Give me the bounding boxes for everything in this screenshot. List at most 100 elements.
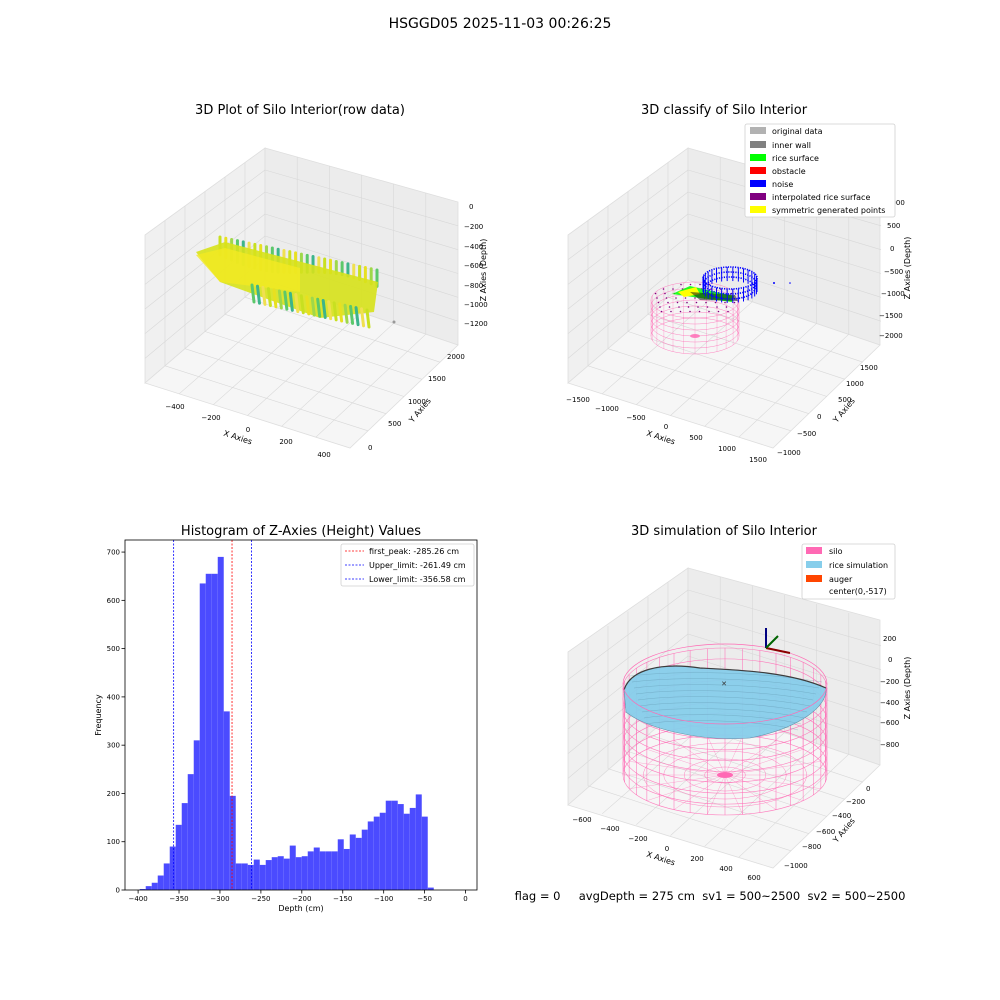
- plot2-z-tick: −1000: [881, 290, 905, 298]
- grid-line: [687, 589, 882, 647]
- scan-column-front: [283, 290, 289, 311]
- plot2-z-label: Z Axies (Depth): [903, 237, 912, 300]
- y-tick-label: 100: [107, 838, 120, 846]
- plot4-pane-floor: [567, 699, 881, 869]
- histogram-axes-frame: [124, 539, 478, 891]
- silo-floor-spoke: [673, 740, 726, 776]
- interpolated-point: [680, 283, 682, 286]
- plot1-z-tick: −800: [464, 282, 483, 290]
- interpolated-point: [654, 292, 657, 295]
- y-tick-label: 600: [107, 597, 120, 605]
- plot1-z-tick: 0: [469, 203, 473, 211]
- histogram-bar: [343, 848, 350, 890]
- plot1-z-label: Z Axies (Depth): [479, 239, 488, 302]
- plot2-z-tick: −2000: [879, 332, 903, 340]
- plot4-x-tick: −400: [600, 825, 619, 833]
- histogram-bar: [283, 858, 290, 890]
- plot4-y-tick: 0: [866, 785, 870, 793]
- silo-floor-spoke: [724, 761, 821, 776]
- silo-bottom-center: [690, 334, 700, 338]
- plot1-z-tick-labels: 0 −200 −400 −600 −800 −1000 −1200: [464, 203, 488, 328]
- histogram-bar: [367, 821, 374, 890]
- silo-floor-spoke: [724, 774, 821, 789]
- interpolated-point: [717, 310, 720, 313]
- plot1-x-tick: −400: [165, 403, 184, 411]
- y-tick-label: 400: [107, 693, 120, 701]
- legend-label-original: original data: [772, 127, 823, 136]
- plot1-y-tick: 1000: [408, 398, 426, 406]
- interpolated-point: [708, 310, 710, 313]
- plot1-z-tick: −1200: [464, 320, 488, 328]
- legend-label-inner-wall: inner wall: [772, 141, 811, 150]
- scan-column-front: [261, 285, 267, 306]
- histogram-bar: [301, 856, 308, 890]
- legend-label-upper-limit: Upper_limit: -261.49 cm: [369, 561, 466, 570]
- histogram-bar: [217, 556, 224, 890]
- interpolated-point: [698, 310, 701, 313]
- plot4-x-tick: 400: [719, 865, 732, 873]
- histogram-bar: [139, 889, 146, 890]
- histogram-y-label: Frequency: [94, 694, 103, 736]
- interpolated-point: [733, 301, 736, 304]
- histogram-legend-frame: [340, 543, 475, 587]
- histogram-bar: [199, 583, 206, 890]
- histogram-y-ticks: 0 100 200 300 400 500 600 700: [107, 549, 125, 895]
- y-tick-label: 700: [107, 549, 120, 557]
- histogram-bar: [403, 813, 410, 890]
- histogram-bar: [397, 804, 404, 890]
- plot2-legend-frame: [744, 123, 896, 218]
- legend-label-first-peak: first_peak: -285.26 cm: [369, 547, 459, 556]
- x-tick-label: 0: [463, 895, 467, 903]
- status-footer: flag = 0 avgDepth = 275 cm sv1 = 500~250…: [514, 889, 906, 903]
- histogram-bar: [235, 863, 242, 890]
- legend-swatch-interpolated: [750, 193, 766, 200]
- legend-swatch-original: [750, 127, 766, 134]
- plot1-x-tick: 0: [246, 426, 250, 434]
- histogram-bar: [145, 886, 152, 890]
- plot1-z-tick: −1000: [464, 301, 488, 309]
- plot1-z-tick: −200: [464, 223, 483, 231]
- scan-column-front: [299, 294, 305, 315]
- x-tick-label: −400: [128, 895, 147, 903]
- histogram-bar: [325, 851, 332, 890]
- plot4-silo-simulation: ✕: [622, 628, 828, 816]
- interpolated-point: [710, 288, 712, 290]
- histogram-bar: [415, 794, 422, 890]
- plot4-x-label: X Axies: [645, 850, 676, 868]
- scan-column-front: [365, 308, 371, 329]
- histogram-bar: [337, 839, 344, 890]
- plot1-x-tick-labels: −400 −200 0 200 400: [165, 403, 330, 459]
- interpolated-point: [657, 301, 660, 304]
- plot2-classified-points: [650, 266, 791, 355]
- plot2-x-tick: −1000: [595, 405, 619, 413]
- histogram-bar: [187, 774, 194, 890]
- silo-floor-spoke: [724, 774, 743, 815]
- outlier-point: [392, 320, 396, 324]
- grid-line: [264, 169, 459, 227]
- silo-top-rim: [622, 643, 828, 725]
- histogram-bars: [139, 556, 434, 890]
- interpolated-point: [727, 310, 729, 313]
- interpolated-point: [656, 297, 658, 299]
- legend-swatch-rice-surface: [750, 154, 766, 161]
- plot1-x-tick: 200: [279, 438, 292, 446]
- plot4-z-tick: −800: [880, 741, 899, 749]
- histogram-bar: [349, 834, 356, 890]
- histogram-legend: first_peak: -285.26 cm Upper_limit: -261…: [340, 543, 475, 587]
- plot2-z-tick: −1500: [879, 312, 903, 320]
- legend-label-noise: noise: [772, 180, 793, 189]
- histogram-bar: [163, 863, 170, 890]
- legend-swatch-silo: [806, 547, 822, 554]
- plot4-y-tick: −200: [846, 798, 865, 806]
- interpolated-point: [676, 301, 679, 304]
- rice-surface-edge: [623, 665, 827, 691]
- plot2-x-tick: 500: [689, 434, 702, 442]
- histogram-bar: [355, 837, 362, 890]
- plot2-gridlines: [567, 157, 882, 438]
- scan-column-front: [294, 293, 300, 314]
- plot4-x-tick: 600: [747, 874, 760, 882]
- y-tick-label: 200: [107, 790, 120, 798]
- histogram-bar: [379, 812, 386, 890]
- figure-title: HSGGD05 2025-11-03 00:26:25: [388, 16, 612, 32]
